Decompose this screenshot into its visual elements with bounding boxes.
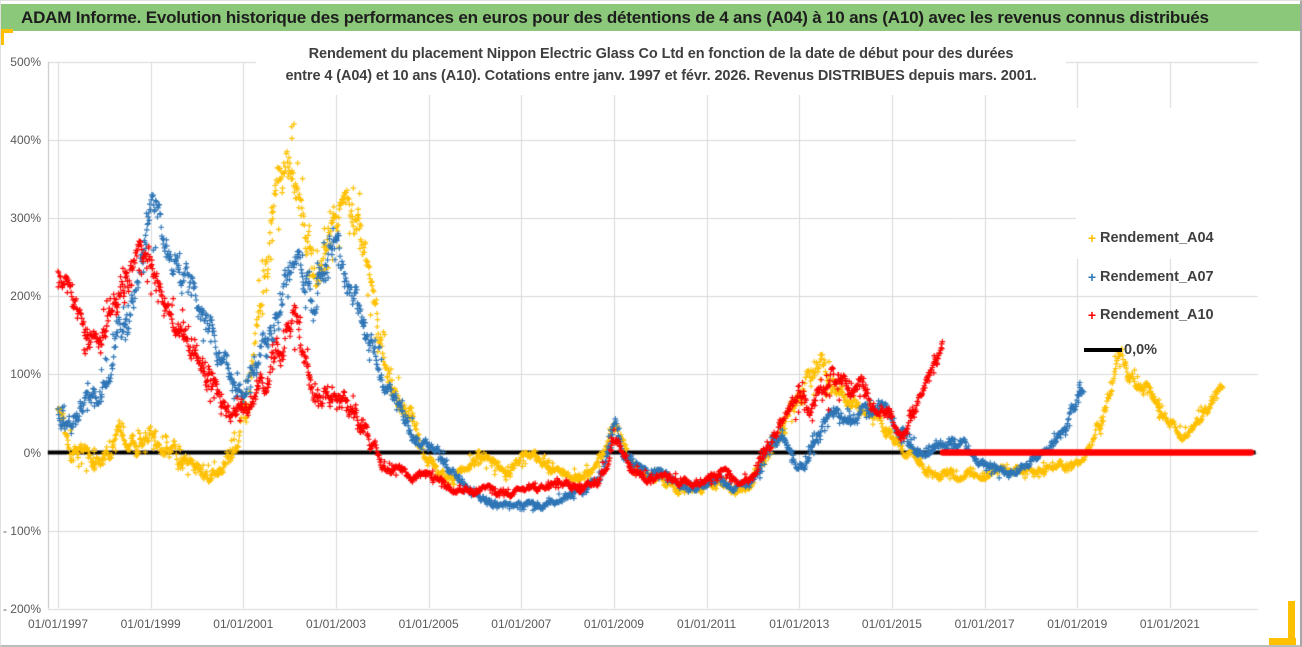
legend-line-marker-icon [1084, 348, 1122, 352]
y-axis-label-100: 100% [10, 367, 41, 382]
legend-item-label: 0,0% [1124, 342, 1158, 358]
chart-title: Rendement du placement Nippon Electric G… [256, 43, 1066, 95]
legend-item-label: Rendement_A10 [1100, 307, 1214, 323]
y-axis-label-200: 200% [10, 289, 41, 304]
chart-title-line1: Rendement du placement Nippon Electric G… [308, 46, 1014, 62]
legend: + Rendement_A04 + Rendement_A07 + Rendement_A… [1076, 108, 1259, 358]
y-axis-label-300: 300% [10, 211, 41, 226]
x-axis-label-2021: 01/01/2021 [1139, 617, 1200, 631]
legend-plus-marker-icon: + [1087, 230, 1097, 246]
x-axis-label-2007: 01/01/2007 [491, 617, 552, 631]
x-axis-label-2009: 01/01/2009 [583, 617, 644, 631]
x-axis-label-2015: 01/01/2015 [861, 617, 922, 631]
x-axis-label-2005: 01/01/2005 [398, 617, 459, 631]
chart-title-line2: entre 4 (A04) et 10 ans (A10). Cotations… [285, 68, 1037, 84]
y-axis-label--200: - 200% [2, 601, 41, 616]
legend-item-rendement-a07[interactable]: + Rendement_A07 [1084, 267, 1214, 287]
legend-plus-marker-icon: + [1087, 307, 1097, 323]
legend-item-label: Rendement_A04 [1100, 230, 1214, 246]
x-axis-label-2019: 01/01/2019 [1047, 617, 1108, 631]
gold-border-fragment-right-edge [1288, 601, 1295, 643]
x-axis-label-1999: 01/01/1999 [120, 617, 181, 631]
x-axis-label-2013: 01/01/2013 [769, 617, 830, 631]
x-axis-label-2011: 01/01/2011 [677, 617, 737, 631]
legend-item-rendement-a10[interactable]: + Rendement_A10 [1084, 305, 1214, 325]
legend-item-rendement-a04[interactable]: + Rendement_A04 [1084, 228, 1214, 248]
x-axis-label-2017: 01/01/2017 [954, 617, 1015, 631]
x-axis-label-1997: 01/01/1997 [27, 617, 89, 631]
x-axis-label-2001: 01/01/2001 [213, 617, 274, 631]
legend-item-0-0-[interactable]: 0,0% [1084, 340, 1157, 360]
y-axis-label-0: 0% [23, 445, 41, 460]
y-axis-label--100: - 100% [2, 523, 41, 538]
y-axis-label-400: 400% [10, 133, 41, 148]
gold-border-fragment-bottom-right [1269, 638, 1296, 645]
legend-plus-marker-icon: + [1087, 269, 1097, 285]
legend-item-label: Rendement_A07 [1100, 269, 1214, 285]
y-axis-label-500: 500% [10, 55, 41, 69]
x-axis-label-2003: 01/01/2003 [305, 617, 366, 631]
